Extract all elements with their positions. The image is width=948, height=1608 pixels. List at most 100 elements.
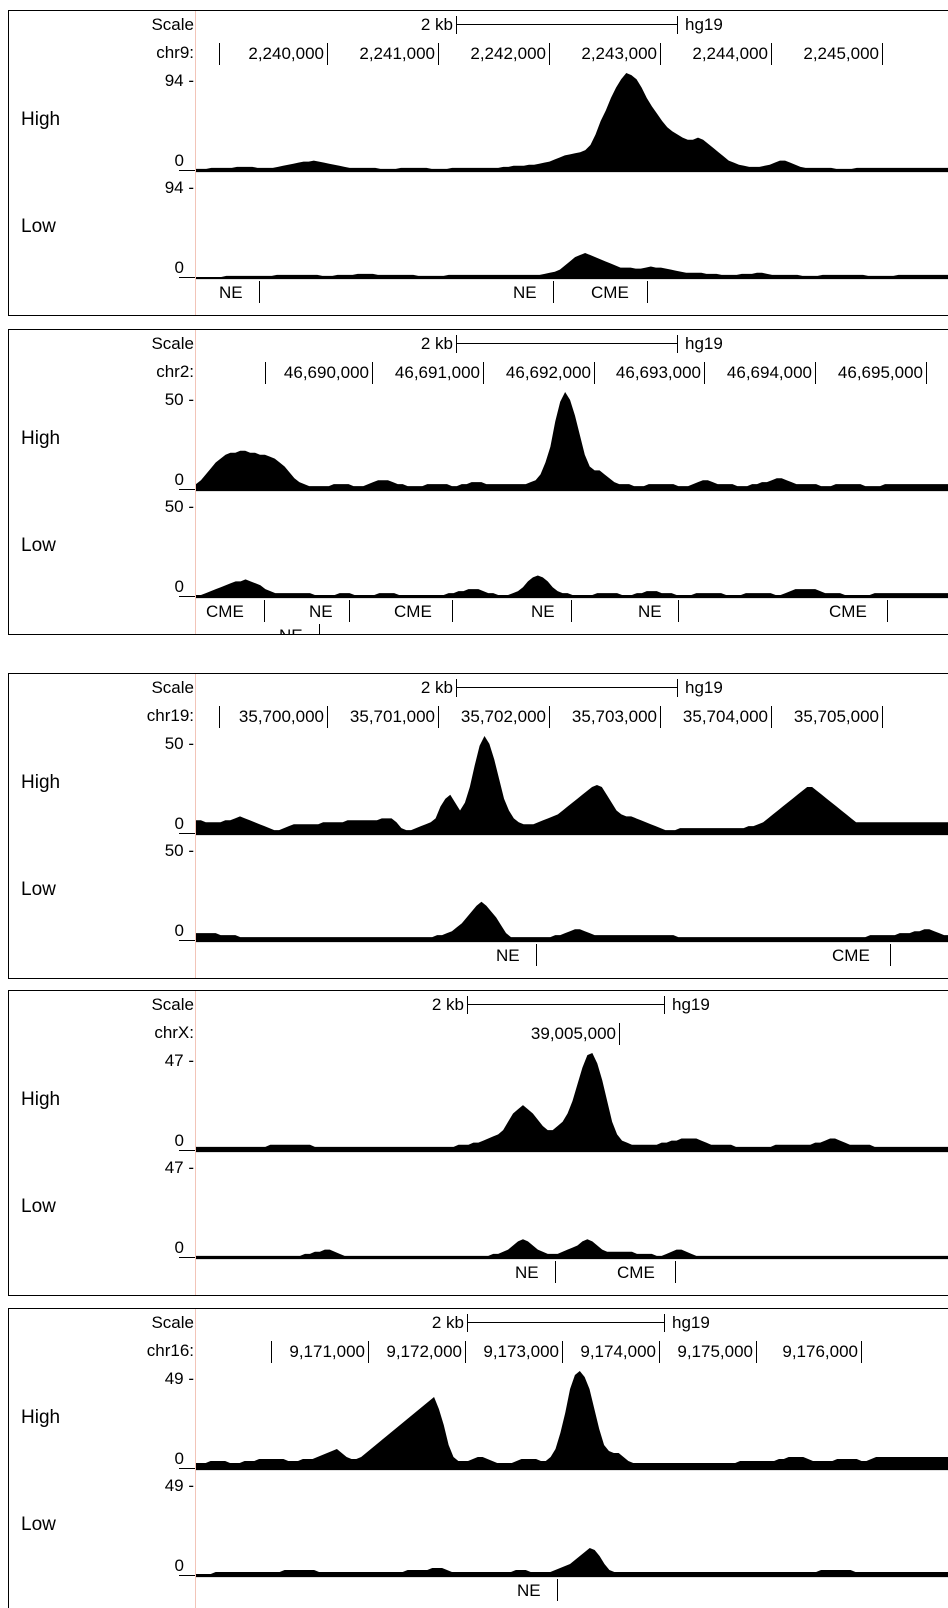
coordinate-tick [660, 43, 661, 65]
high-signal-track [196, 392, 948, 492]
coordinate-tick [438, 706, 439, 728]
coordinate-tick [926, 362, 927, 384]
coordinate-tick-label: 46,694,000 [726, 363, 812, 382]
high-track-zero-label: 0 [174, 814, 184, 833]
coordinate-tick-label: 35,705,000 [793, 707, 879, 726]
scale-bar [456, 687, 677, 688]
scale-label: Scale [151, 15, 194, 34]
scale-bar-right-cap [677, 679, 678, 697]
coordinate-tick [549, 706, 550, 728]
chromosome-label: chr16: [146, 1341, 194, 1360]
low-signal-track-area [196, 252, 948, 278]
high-signal-track-area [196, 736, 948, 834]
track-start-line [195, 674, 196, 978]
annotation-label: NE [515, 1263, 539, 1282]
coordinate-tick [549, 43, 550, 65]
low-track-zero-label: 0 [174, 921, 184, 940]
high-track-label: High [21, 1089, 61, 1110]
coordinate-tick-label: 35,700,000 [238, 707, 324, 726]
coordinate-tick [882, 706, 883, 728]
coordinate-tick-label: 2,245,000 [803, 44, 879, 63]
high-track-zero-tick [179, 833, 195, 834]
annotation-boundary [678, 600, 679, 622]
high-track-max-label: 94 - [164, 71, 194, 90]
low-signal-track-area [196, 1239, 948, 1258]
coordinate-tick-label: 9,174,000 [580, 1342, 656, 1361]
high-track-zero-label: 0 [174, 1131, 184, 1150]
chromosome-label: chr19: [146, 706, 194, 725]
chromosome-label: chr2: [156, 362, 194, 381]
high-track-zero-tick [179, 489, 195, 490]
low-signal-track-area [196, 575, 948, 597]
low-signal-track [196, 901, 948, 943]
coordinate-tick-label: 35,702,000 [460, 707, 546, 726]
genome-label: hg19 [672, 995, 710, 1014]
high-track-label: High [21, 428, 61, 449]
coordinate-tick [704, 362, 705, 384]
browser-panel-chr16: Scale 2 kb hg19 chr16: 9,171,000 9,172,000 9,1… [8, 1308, 948, 1608]
low-track-zero-label: 0 [174, 1238, 184, 1257]
coordinate-tick-label: 2,244,000 [692, 44, 768, 63]
annotation-label: CME [394, 602, 432, 621]
coordinate-tick [562, 1341, 563, 1363]
annotation-boundary [647, 281, 648, 303]
browser-panel-chrX: Scale 2 kb hg19 chrX: 39,005,000 47 - 0 High 47 … [8, 990, 948, 1296]
coordinate-tick-label: 9,172,000 [386, 1342, 462, 1361]
high-track-zero-tick [179, 1468, 195, 1469]
high-track-max-label: 50 - [164, 390, 194, 409]
low-track-zero-label: 0 [174, 577, 184, 596]
genome-label: hg19 [685, 334, 723, 353]
scale-bar [467, 1322, 664, 1323]
annotation-boundary [536, 944, 537, 966]
low-track-zero-tick [179, 1575, 195, 1576]
scale-bar-left-cap [467, 996, 468, 1014]
high-signal-track [196, 1371, 948, 1471]
low-track-zero-tick [179, 1257, 195, 1258]
high-track-label: High [21, 772, 61, 793]
coordinate-tick-label: 9,173,000 [483, 1342, 559, 1361]
coordinate-tick-label: 35,704,000 [682, 707, 768, 726]
chromosome-label: chr9: [156, 43, 194, 62]
coordinate-tick [771, 706, 772, 728]
coordinate-start-tick [265, 362, 266, 384]
scale-bar-right-cap [677, 335, 678, 353]
high-track-max-label: 47 - [164, 1051, 194, 1070]
annotation-boundary [890, 944, 891, 966]
coordinate-tick [594, 362, 595, 384]
coordinate-tick-label: 46,690,000 [283, 363, 369, 382]
low-signal-track [196, 252, 948, 280]
low-track-zero-tick [179, 940, 195, 941]
annotation-label: NE [517, 1581, 541, 1600]
track-start-line [195, 330, 196, 634]
annotation-label: NE [279, 626, 303, 634]
scale-bar-right-cap [664, 996, 665, 1014]
scale-size-label: 2 kb [420, 678, 453, 697]
coordinate-tick-label: 35,703,000 [571, 707, 657, 726]
coordinate-tick-label: 46,695,000 [837, 363, 923, 382]
coordinate-tick [771, 43, 772, 65]
high-track-max-label: 49 - [164, 1369, 194, 1388]
annotation-boundary [887, 600, 888, 622]
high-signal-track-area [196, 1053, 948, 1151]
scale-bar [456, 343, 677, 344]
coordinate-tick-label: 2,240,000 [248, 44, 324, 63]
coordinate-tick [327, 706, 328, 728]
annotation-label: NE [309, 602, 333, 621]
coordinate-tick-label: 35,701,000 [349, 707, 435, 726]
scale-size-label: 2 kb [431, 1313, 464, 1332]
browser-panel-chr9: Scale 2 kb hg19 chr9: 2,240,000 2,241,000 2,24… [8, 10, 948, 316]
coordinate-tick [861, 1341, 862, 1363]
coordinate-tick-label: 46,692,000 [505, 363, 591, 382]
scale-label: Scale [151, 334, 194, 353]
scale-bar-left-cap [456, 16, 457, 34]
annotation-boundary [319, 624, 320, 634]
low-track-zero-tick [179, 596, 195, 597]
coordinate-tick [815, 362, 816, 384]
coordinate-tick [438, 43, 439, 65]
low-track-max-label: 47 - [164, 1158, 194, 1177]
high-track-max-label: 50 - [164, 734, 194, 753]
coordinate-tick-label: 9,175,000 [677, 1342, 753, 1361]
coordinate-tick-label: 46,693,000 [615, 363, 701, 382]
genome-label: hg19 [685, 678, 723, 697]
genome-label: hg19 [672, 1313, 710, 1332]
